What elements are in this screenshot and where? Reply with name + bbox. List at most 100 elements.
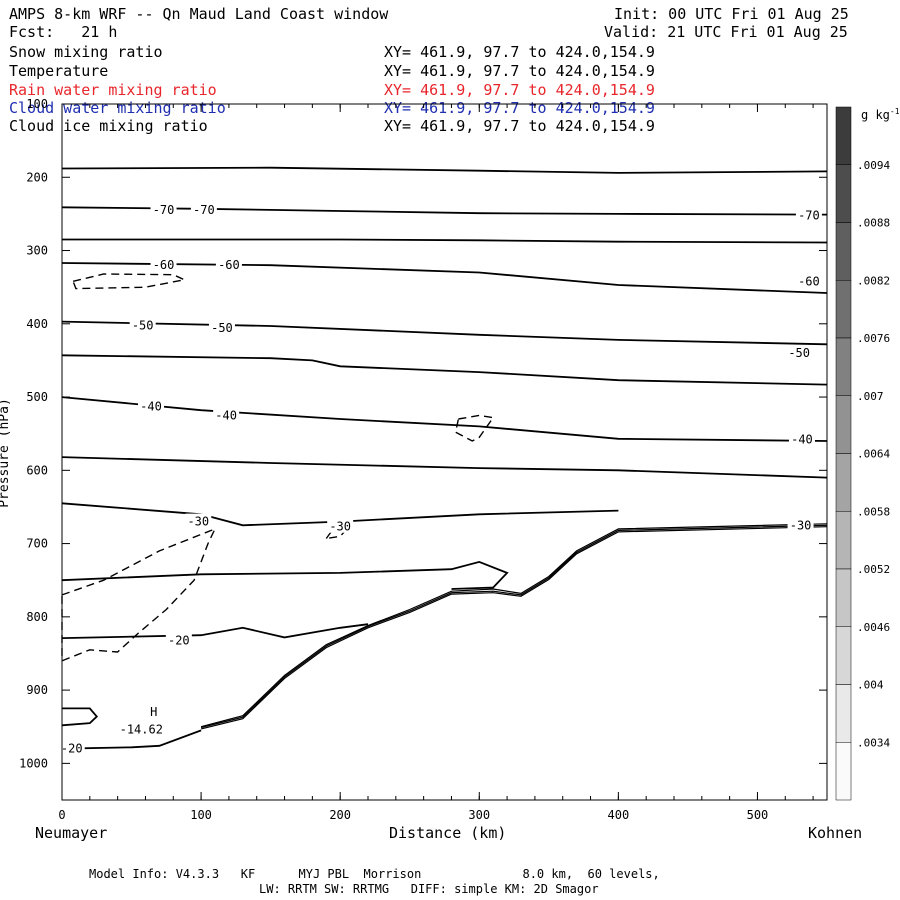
isotherm-line — [61, 729, 202, 750]
colorbar-swatch — [835, 106, 852, 165]
terrain-line — [200, 526, 828, 730]
axes: 0 100 200 300 400 500 100 200 300 400 500 600 700 800… — [19, 97, 828, 822]
legend-xy-rain: XY= 461.9, 97.7 to 424.0,154.9 — [384, 81, 655, 99]
contour-label: -50 — [788, 346, 810, 360]
colorbar: .0094 .0088 .0082 .0076 .007 .0064 .0058 .0052.… — [835, 106, 890, 801]
contour-label: -40 — [791, 433, 813, 447]
contour-label-bg — [190, 202, 217, 217]
contour-label-bg — [786, 345, 813, 360]
colorbar-tick-label: .0082 — [857, 274, 890, 287]
colorbar-unit: g kg-1 — [861, 104, 900, 123]
contour-label-bg — [150, 257, 177, 272]
snow-contour — [72, 273, 187, 290]
isotherm-line — [61, 623, 369, 639]
contour-label: -60 — [218, 258, 240, 272]
x-right-label: Kohnen — [808, 824, 863, 842]
colorbar-tick-label: .004 — [857, 679, 884, 692]
x-tick-label: 200 — [329, 808, 351, 822]
y-tick-label: 400 — [26, 317, 48, 331]
y-tick-label: 100 — [26, 97, 48, 111]
x-axis-label: Distance (km) — [389, 824, 507, 842]
isotherm-line — [62, 238, 828, 244]
y-tick-label: 800 — [26, 610, 48, 624]
colorbar-tick-label: .0088 — [857, 217, 890, 230]
annotation-text: H — [150, 705, 157, 719]
colorbar-swatch — [835, 742, 852, 801]
colorbar-swatch — [835, 511, 852, 570]
isotherm-line — [61, 560, 509, 590]
colorbar-swatch — [835, 222, 852, 281]
colorbar-tick-label: .0076 — [857, 332, 890, 345]
terrain-line — [200, 523, 828, 728]
isotherm-line — [61, 707, 99, 727]
colorbar-swatch — [835, 164, 852, 223]
contour-label: -20 — [168, 633, 190, 647]
legend-xy-snow: XY= 461.9, 97.7 to 424.0,154.9 — [384, 43, 655, 61]
contour-label-bg — [185, 513, 212, 528]
contour-label-bg — [213, 407, 240, 422]
contour-label: -30 — [790, 518, 812, 532]
x-tick-label: 400 — [608, 808, 630, 822]
legend-label-snow: Snow mixing ratio — [9, 43, 163, 61]
colorbar-tick-label: .0064 — [857, 448, 890, 461]
contour-label: -30 — [187, 515, 209, 529]
terrain-line — [200, 524, 828, 729]
contour-label: -40 — [215, 408, 237, 422]
temperature-isotherms — [61, 166, 828, 750]
colorbar-swatch — [835, 395, 852, 454]
contour-label-bg — [795, 273, 822, 288]
valid-time: Valid: 21 UTC Fri 01 Aug 25 — [604, 23, 848, 41]
colorbar-swatch — [835, 337, 852, 396]
isotherm-line — [61, 456, 828, 479]
colorbar-tick-label: .0034 — [857, 736, 890, 749]
contour-label-bg — [165, 632, 192, 647]
chart-title: AMPS 8-km WRF -- Qn Maud Land Coast wind… — [9, 5, 389, 23]
legend-label-temperature: Temperature — [9, 62, 109, 80]
legend-xy-temperature: XY= 461.9, 97.7 to 424.0,154.9 — [384, 62, 655, 80]
legend-label-cloud-ice: Cloud ice mixing ratio — [9, 117, 208, 135]
contour-label-bg — [208, 320, 235, 335]
colorbar-swatch — [835, 626, 852, 685]
isotherm-line — [61, 206, 828, 216]
colorbar-tick-label: .0052 — [857, 563, 890, 576]
model-info-line2: LW: RRTM SW: RRTMG DIFF: simple KM: 2D S… — [259, 882, 599, 896]
isotherm-line — [61, 320, 828, 346]
forecast-hour: Fcst: 21 h — [9, 23, 118, 41]
contour-label: -70 — [153, 203, 175, 217]
colorbar-unit-exp: -1 — [889, 107, 900, 116]
x-tick-label: 300 — [468, 808, 490, 822]
colorbar-swatch — [835, 568, 852, 627]
model-info-line1: Model Info: V4.3.3 KF MYJ PBL Morrison 8… — [89, 867, 660, 881]
colorbar-unit-text: g kg — [861, 108, 890, 122]
contour-labels: -70 -70 -70 -60 -60 -60 -50 -50 -50 -40 -40 -40 -30 -… — [58, 202, 822, 756]
y-tick-label: 200 — [26, 170, 48, 184]
y-tick-label: 600 — [26, 463, 48, 477]
isotherm-line — [61, 262, 828, 294]
contour-label: -50 — [132, 318, 154, 332]
contour-label: -70 — [193, 203, 215, 217]
colorbar-tick-label: .0058 — [857, 505, 890, 518]
contour-label: -40 — [140, 400, 162, 414]
contour-label: -60 — [798, 274, 820, 288]
x-tick-label: 0 — [58, 808, 65, 822]
contour-label-bg — [58, 740, 85, 755]
contour-label: -50 — [211, 321, 233, 335]
contour-label: -70 — [798, 208, 820, 222]
contour-label-bg — [787, 517, 814, 532]
colorbar-swatch — [835, 453, 852, 512]
colorbar-swatch — [835, 684, 852, 743]
contour-label-bg — [788, 431, 815, 446]
terrain-lines — [200, 523, 828, 730]
colorbar-tick-label: .007 — [857, 390, 884, 403]
colorbar-swatch — [835, 280, 852, 339]
init-time: Init: 00 UTC Fri 01 Aug 25 — [614, 5, 849, 23]
contour-label: -30 — [329, 520, 351, 534]
contour-label-bg — [795, 207, 822, 222]
y-tick-label: 500 — [26, 390, 48, 404]
contour-label: -60 — [153, 258, 175, 272]
isotherm-line — [61, 166, 828, 174]
x-tick-label: 500 — [747, 808, 769, 822]
snow-contour — [61, 527, 217, 662]
snow-contour — [454, 414, 495, 442]
